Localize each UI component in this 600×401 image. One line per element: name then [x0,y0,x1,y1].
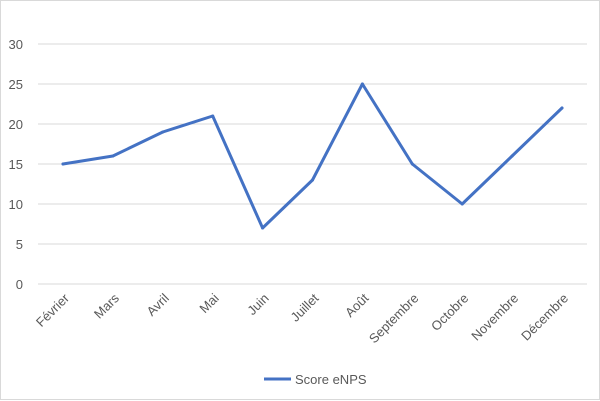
series-layer [61,82,564,230]
y-tick-label: 5 [16,237,23,252]
y-tick-label: 20 [9,117,23,132]
y-tick-label: 0 [16,277,23,292]
data-point [211,114,215,118]
data-point [360,82,364,86]
y-tick-label: 30 [9,37,23,52]
y-axis-ticks: 0 5 10 15 20 25 30 [9,37,23,292]
x-tick-label: Juin [244,291,271,318]
legend: Score eNPS [264,372,367,387]
data-point [261,226,265,230]
data-point [61,162,65,166]
legend-label: Score eNPS [295,372,367,387]
x-tick-label: Juillet [288,290,322,324]
x-tick-label: Septembre [366,291,422,347]
data-point [560,106,564,110]
x-tick-label: Mars [91,290,122,321]
y-tick-label: 15 [9,157,23,172]
x-tick-label: Novembre [468,291,521,344]
x-tick-label: Août [342,290,372,320]
data-point [410,162,414,166]
data-point [460,202,464,206]
y-tick-label: 10 [9,197,23,212]
x-tick-label: Avril [144,290,172,318]
x-tick-label: Février [33,290,73,330]
data-point [161,130,165,134]
data-point [510,154,514,158]
series-line-0 [61,82,564,230]
x-tick-label: Décembre [518,291,571,344]
x-axis-ticks: Février Mars Avril Mai Juin Juillet AoûtSeptem… [33,290,571,346]
data-point [311,178,314,182]
x-tick-label: Mai [196,290,221,315]
gridlines [38,43,587,285]
y-tick-label: 25 [9,77,23,92]
data-point [111,154,115,158]
x-tick-label: Octobre [428,291,471,334]
